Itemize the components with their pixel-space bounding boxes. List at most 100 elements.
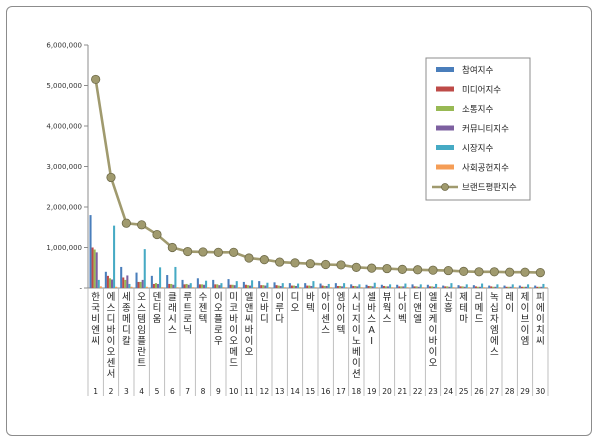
y-tick-label: 3,000,000: [46, 163, 82, 171]
line-point: [167, 242, 177, 253]
legend-swatch: [436, 125, 454, 131]
bar: [488, 285, 491, 288]
category-label-char: 서: [107, 369, 116, 380]
bar: [283, 287, 286, 288]
bar: [380, 284, 383, 288]
bar: [168, 283, 171, 288]
line-point: [382, 263, 392, 274]
bar: [152, 283, 155, 288]
bar: [172, 284, 175, 288]
bar: [229, 284, 232, 288]
category-label-char: 스: [321, 325, 330, 336]
bar: [369, 285, 372, 288]
category-label-char: 오: [245, 347, 254, 358]
bar: [448, 286, 451, 288]
rank-label: 9: [216, 387, 221, 396]
bar: [365, 284, 368, 288]
category-label-char: 래: [168, 303, 177, 314]
bar: [251, 280, 254, 288]
bar: [345, 287, 348, 288]
bar: [459, 286, 462, 288]
legend-label: 사회공헌지수: [462, 164, 509, 174]
bar: [413, 286, 416, 288]
category-label-char: 지: [352, 314, 361, 325]
category-label-char: 이: [229, 325, 238, 336]
category-label-char: 코: [229, 303, 238, 314]
bar: [220, 283, 223, 288]
category-label-char: 이: [245, 336, 254, 347]
bar: [233, 285, 236, 288]
category-label-char: 레: [505, 292, 514, 303]
rank-label: 18: [352, 387, 362, 396]
bar: [113, 225, 116, 288]
bar: [321, 285, 324, 288]
bar: [135, 272, 138, 288]
line-point: [91, 74, 101, 85]
rank-label: 15: [306, 387, 316, 396]
y-tick-label: -: [79, 285, 82, 293]
bar: [89, 215, 92, 288]
category-label-char: 이: [107, 336, 116, 347]
bar: [207, 287, 210, 288]
category-label-char: 이: [429, 347, 438, 358]
bar: [430, 286, 433, 288]
bar: [540, 286, 543, 288]
category-label-char: 시: [352, 292, 361, 303]
category-label-char: 루: [183, 292, 192, 303]
category-label-char: 아: [337, 303, 346, 314]
rank-label: 19: [367, 387, 377, 396]
category-label-char: 트: [137, 358, 146, 369]
bar: [97, 279, 100, 288]
category-label-char: 스: [168, 325, 177, 336]
category-label-char: 칼: [122, 336, 131, 347]
category-label-char: 엘: [429, 292, 438, 303]
bar: [288, 283, 291, 288]
bar: [329, 287, 332, 288]
bar: [467, 287, 470, 288]
line-point: [397, 264, 407, 274]
bar: [373, 282, 376, 288]
bar: [191, 287, 194, 288]
bar: [137, 281, 140, 288]
rank-label: 28: [505, 387, 515, 396]
bar: [120, 266, 123, 288]
bar: [139, 281, 142, 288]
bar: [490, 286, 493, 288]
bar: [246, 285, 249, 288]
bar: [354, 285, 357, 288]
rank-label: 16: [321, 387, 331, 396]
bar: [227, 279, 230, 288]
bar: [479, 286, 482, 288]
bar: [325, 285, 328, 288]
category-label-char: 에: [536, 303, 545, 314]
bar: [476, 286, 479, 288]
category-label-char: 에: [490, 336, 499, 347]
bar: [237, 287, 240, 288]
y-tick-label: 4,000,000: [46, 123, 82, 131]
category-label-char: 다: [275, 314, 284, 325]
bar: [415, 286, 418, 288]
category-label-char: I: [370, 336, 373, 347]
category-label-char: 엔: [429, 303, 438, 314]
category-label-char: 엠: [521, 335, 530, 347]
rank-label: 5: [155, 387, 160, 396]
bar: [341, 286, 344, 288]
category-label-char: 너: [352, 303, 361, 314]
line-point: [367, 263, 377, 273]
category-label-char: 덴: [153, 292, 162, 303]
bar: [450, 283, 453, 288]
category-label-char: 스: [490, 347, 499, 358]
bar: [124, 279, 127, 288]
bar: [396, 284, 399, 288]
bar: [375, 287, 378, 288]
category-label-char: 디: [107, 314, 116, 325]
bar: [205, 280, 208, 288]
bar: [544, 287, 547, 288]
bar: [398, 286, 401, 288]
rank-label: 13: [275, 387, 285, 396]
bar: [91, 247, 94, 288]
bar: [527, 284, 530, 288]
rank-label: 12: [260, 387, 270, 396]
bar: [534, 285, 537, 288]
bar: [360, 287, 363, 288]
